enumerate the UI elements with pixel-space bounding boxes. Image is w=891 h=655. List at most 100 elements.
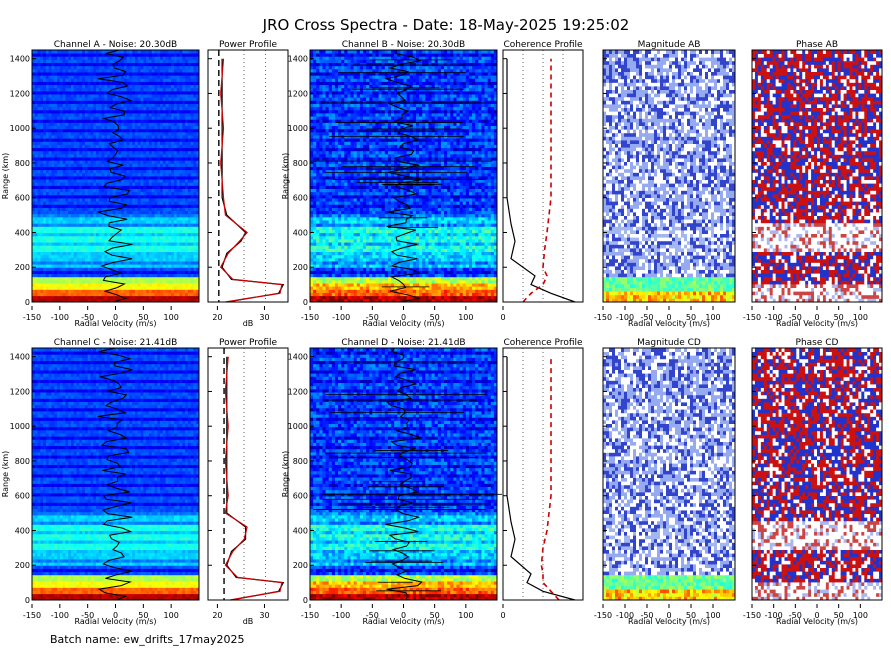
heatmap-cell: [88, 274, 91, 278]
heatmap-cell: [182, 226, 185, 230]
heatmap-cell: [180, 220, 183, 224]
heatmap-cell: [99, 258, 102, 262]
heatmap-cell: [193, 274, 196, 278]
heatmap-cell: [57, 226, 60, 230]
heatmap-cell: [185, 277, 188, 281]
heatmap-cell: [188, 264, 191, 268]
heatmap-cell: [90, 261, 93, 265]
heatmap-cell: [38, 233, 41, 237]
heatmap-cell: [93, 277, 96, 281]
heatmap-cell: [127, 261, 130, 265]
heatmap-cell: [110, 264, 113, 268]
heatmap-cell: [43, 277, 46, 281]
heatmap-cell: [168, 255, 171, 259]
heatmap-cell: [174, 261, 177, 265]
heatmap-cell: [54, 261, 57, 265]
heatmap-cell: [88, 264, 91, 268]
heatmap-cell: [160, 245, 163, 249]
heatmap-cell: [154, 277, 157, 281]
heatmap-cell: [177, 296, 180, 300]
heatmap-cell: [104, 258, 107, 262]
heatmap-cell: [166, 261, 169, 265]
heatmap-cell: [160, 242, 163, 246]
heatmap-cell: [51, 264, 54, 268]
heatmap-cell: [82, 289, 85, 293]
heatmap-cell: [96, 289, 99, 293]
heatmap-cell: [63, 239, 66, 243]
heatmap-cell: [182, 261, 185, 265]
heatmap-cell: [35, 277, 38, 281]
heatmap-cell: [60, 280, 63, 284]
heatmap-cell: [143, 230, 146, 234]
heatmap-cell: [90, 264, 93, 268]
heatmap-cell: [113, 296, 116, 300]
heatmap-cell: [160, 220, 163, 224]
heatmap-cell: [143, 248, 146, 252]
heatmap-cell: [171, 280, 174, 284]
heatmap-cell: [46, 248, 49, 252]
heatmap-cell: [146, 248, 149, 252]
heatmap-cell: [177, 248, 180, 252]
heatmap-cell: [141, 239, 144, 243]
heatmap-cell: [135, 236, 138, 240]
heatmap-cell: [65, 293, 68, 297]
heatmap-cell: [93, 264, 96, 268]
heatmap-cell: [60, 286, 63, 290]
heatmap-cell: [116, 258, 119, 262]
heatmap-cell: [68, 252, 71, 256]
heatmap-cell: [93, 258, 96, 262]
heatmap-cell: [191, 242, 194, 246]
heatmap-cell: [171, 286, 174, 290]
heatmap-cell: [71, 258, 74, 262]
heatmap-cell: [154, 274, 157, 278]
heatmap-cell: [102, 242, 105, 246]
heatmap-cell: [54, 233, 57, 237]
heatmap-cell: [68, 283, 71, 287]
heatmap-cell: [182, 255, 185, 259]
heatmap-cell: [180, 233, 183, 237]
heatmap-cell: [85, 245, 88, 249]
heatmap-cell: [46, 289, 49, 293]
heatmap-cell: [54, 280, 57, 284]
heatmap-cell: [43, 236, 46, 240]
heatmap-cell: [124, 233, 127, 237]
heatmap-cell: [163, 252, 166, 256]
heatmap-cell: [60, 267, 63, 271]
heatmap-cell: [160, 283, 163, 287]
heatmap-cell: [188, 230, 191, 234]
heatmap-cell: [152, 248, 155, 252]
heatmap-cell: [180, 236, 183, 240]
heatmap-cell: [49, 239, 52, 243]
heatmap-cell: [77, 258, 80, 262]
heatmap-cell: [171, 245, 174, 249]
heatmap-cell: [46, 233, 49, 237]
heatmap-cell: [188, 233, 191, 237]
heatmap-cell: [35, 289, 38, 293]
heatmap-cell: [185, 264, 188, 268]
heatmap-cell: [96, 242, 99, 246]
heatmap-cell: [177, 264, 180, 268]
heatmap-cell: [63, 286, 66, 290]
heatmap-cell: [82, 220, 85, 224]
heatmap-cell: [171, 258, 174, 262]
heatmap-cell: [118, 233, 121, 237]
heatmap-cell: [93, 274, 96, 278]
heatmap-cell: [182, 239, 185, 243]
heatmap-cell: [82, 239, 85, 243]
heatmap-cell: [177, 293, 180, 297]
heatmap-cell: [121, 280, 124, 284]
heatmap-cell: [68, 242, 71, 246]
heatmap-cell: [182, 223, 185, 227]
heatmap-cell: [124, 271, 127, 275]
heatmap-cell: [88, 286, 91, 290]
heatmap-cell: [154, 230, 157, 234]
heatmap-cell: [99, 289, 102, 293]
heatmap-cell: [79, 226, 82, 230]
heatmap-cell: [138, 252, 141, 256]
heatmap-cell: [63, 223, 66, 227]
heatmap-cell: [96, 280, 99, 284]
heatmap-cell: [88, 226, 91, 230]
heatmap-cell: [107, 296, 110, 300]
heatmap-cell: [129, 236, 132, 240]
heatmap-cell: [40, 267, 43, 271]
